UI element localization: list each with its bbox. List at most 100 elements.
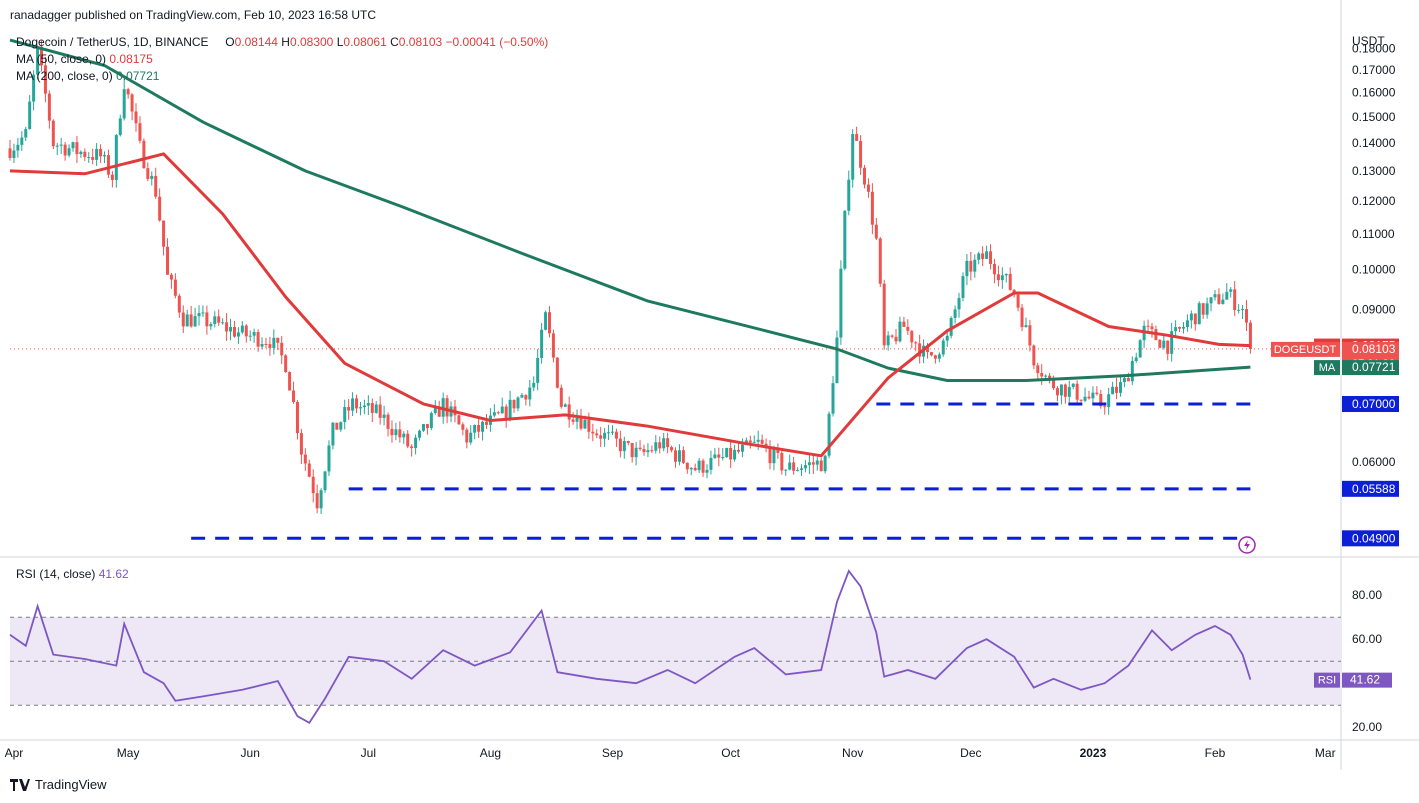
candle-body [937, 354, 941, 359]
candle-body [307, 463, 311, 477]
candle-body [394, 429, 398, 436]
candle-body [1040, 373, 1044, 377]
candle-body [162, 220, 166, 247]
candle-body [1044, 375, 1048, 377]
candle-body [1008, 273, 1012, 290]
support-level-badge [1342, 530, 1399, 547]
candle-body [859, 140, 863, 168]
candle-body [252, 332, 256, 336]
candle-body [193, 316, 197, 327]
low-value: 0.08061 [343, 35, 387, 49]
candle-body [1248, 322, 1252, 349]
candle-body [1185, 320, 1189, 327]
rsi-label: RSI (14, close) [16, 567, 96, 581]
candle-body [504, 406, 508, 419]
ma200-value: 0.07721 [116, 69, 160, 83]
ma200-legend[interactable]: MA (200, close, 0) 0.07721 [16, 69, 159, 83]
tradingview-brand[interactable]: TradingView [10, 777, 107, 792]
candle-body [855, 134, 859, 141]
candle-body [421, 424, 425, 431]
candle-body [382, 414, 386, 418]
change-value: −0.00041 (−0.50%) [445, 35, 549, 49]
candle-body [1024, 325, 1028, 328]
candle-body [752, 441, 756, 443]
candle-body [374, 404, 378, 413]
x-tick-label: Jul [361, 746, 376, 760]
candle-body [1079, 399, 1083, 401]
ma50-legend[interactable]: MA (50, close, 0) 0.08175 [16, 52, 153, 66]
candle-body [508, 399, 512, 419]
candle-body [823, 455, 827, 472]
candle-body [1122, 378, 1126, 383]
candle-body [240, 325, 244, 333]
high-label: H [281, 35, 290, 49]
candle-body [591, 431, 595, 434]
ma50-line [9, 152, 1251, 458]
candle-body [1213, 294, 1217, 298]
candle-body [1048, 375, 1052, 380]
candle-body [874, 224, 878, 239]
candle-body [12, 150, 16, 158]
candle-body [103, 155, 107, 157]
candle-body [126, 89, 130, 95]
x-tick-label: Dec [960, 746, 981, 760]
candle-body [213, 316, 217, 325]
brand-name: TradingView [35, 777, 107, 792]
candle-body [370, 403, 374, 413]
x-tick-label: Feb [1205, 746, 1226, 760]
candle-body [311, 476, 315, 494]
candle-body [603, 432, 607, 439]
support-level-badge [1342, 396, 1399, 413]
symbol-legend: Dogecoin / TetherUS, 1D, BINANCE O0.0814… [16, 35, 548, 49]
candle-body [1115, 386, 1119, 393]
candle-body [1241, 309, 1245, 311]
candle-body [1052, 379, 1056, 389]
rsi-legend[interactable]: RSI (14, close) 41.62 [16, 567, 129, 581]
candle-body [933, 355, 937, 359]
candle-body [1016, 294, 1020, 308]
candle-body [1170, 331, 1174, 354]
candle-body [71, 142, 75, 149]
candle-body [780, 452, 784, 471]
candle-body [733, 449, 737, 460]
candle-body [166, 246, 170, 275]
y-tick-label: 0.13000 [1352, 164, 1396, 178]
ma200-label: MA (200, close, 0) [16, 69, 113, 83]
candle-body [807, 462, 811, 466]
candle-body [646, 450, 650, 453]
candle-body [563, 404, 567, 407]
candle-body [926, 345, 930, 353]
y-tick-label: 0.17000 [1352, 63, 1396, 77]
candle-body [949, 317, 953, 336]
symbol-title: Dogecoin / TetherUS, 1D, BINANCE [16, 35, 209, 49]
candle-body [95, 148, 99, 160]
candle-body [595, 433, 599, 436]
ma200-line [9, 38, 1251, 382]
y-tick-label: 0.15000 [1352, 110, 1396, 124]
candle-body [398, 429, 402, 438]
candle-body [784, 469, 788, 471]
candle-body [288, 372, 292, 391]
candle-body [1130, 361, 1134, 382]
close-value: 0.08103 [398, 35, 443, 49]
candle-body [796, 469, 800, 471]
candle-body [110, 174, 114, 180]
candles-group [8, 40, 1252, 515]
candle-body [138, 123, 142, 141]
support-level-badge [1342, 480, 1399, 497]
candle-body [492, 412, 496, 416]
x-tick-label: 2023 [1080, 746, 1107, 760]
candle-body [362, 405, 366, 408]
candle-body [1107, 394, 1111, 408]
y-tick-label: 0.09000 [1352, 302, 1396, 316]
candle-body [547, 312, 551, 334]
candle-body [386, 414, 390, 429]
symbol-tag: DOGEUSDT [1274, 344, 1337, 356]
candle-body [1225, 291, 1229, 300]
rsi-value-badge [1342, 672, 1392, 688]
candle-body [697, 460, 701, 471]
candle-body [189, 314, 193, 327]
candle-body [1244, 309, 1248, 323]
candle-body [748, 440, 752, 443]
